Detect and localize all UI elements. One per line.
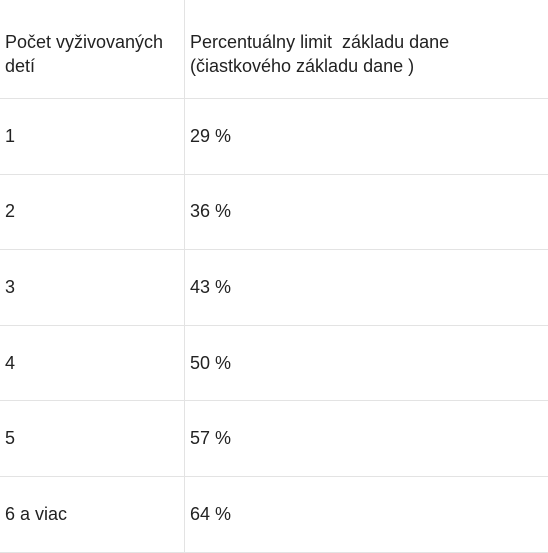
row-divider xyxy=(0,98,548,99)
row-divider xyxy=(0,476,548,477)
column-divider xyxy=(184,0,185,552)
table-cell: 6 a viac xyxy=(5,503,68,524)
table-cell: 50 % xyxy=(190,352,232,373)
row-divider xyxy=(0,249,548,250)
table-cell: 57 % xyxy=(190,428,232,449)
table-cell: 29 % xyxy=(190,125,232,146)
header-cell: Percentuálny limit základu dane xyxy=(190,32,450,52)
header-cell: detí xyxy=(5,56,36,76)
table-cell: 64 % xyxy=(190,503,232,524)
row-divider xyxy=(0,400,548,401)
header-cell: Počet vyživovaných xyxy=(5,32,164,52)
row-divider xyxy=(0,174,548,175)
row-divider xyxy=(0,325,548,326)
table-cell: 1 xyxy=(5,125,16,146)
table-cell: 5 xyxy=(5,428,16,449)
table-cell: 4 xyxy=(5,352,16,373)
table-cell: 43 % xyxy=(190,277,232,297)
table-cell: 2 xyxy=(5,201,16,222)
header-cell: (čiastkového základu dane ) xyxy=(190,56,415,76)
table-cell: 3 xyxy=(5,277,16,297)
table-cell: 36 % xyxy=(190,201,232,222)
